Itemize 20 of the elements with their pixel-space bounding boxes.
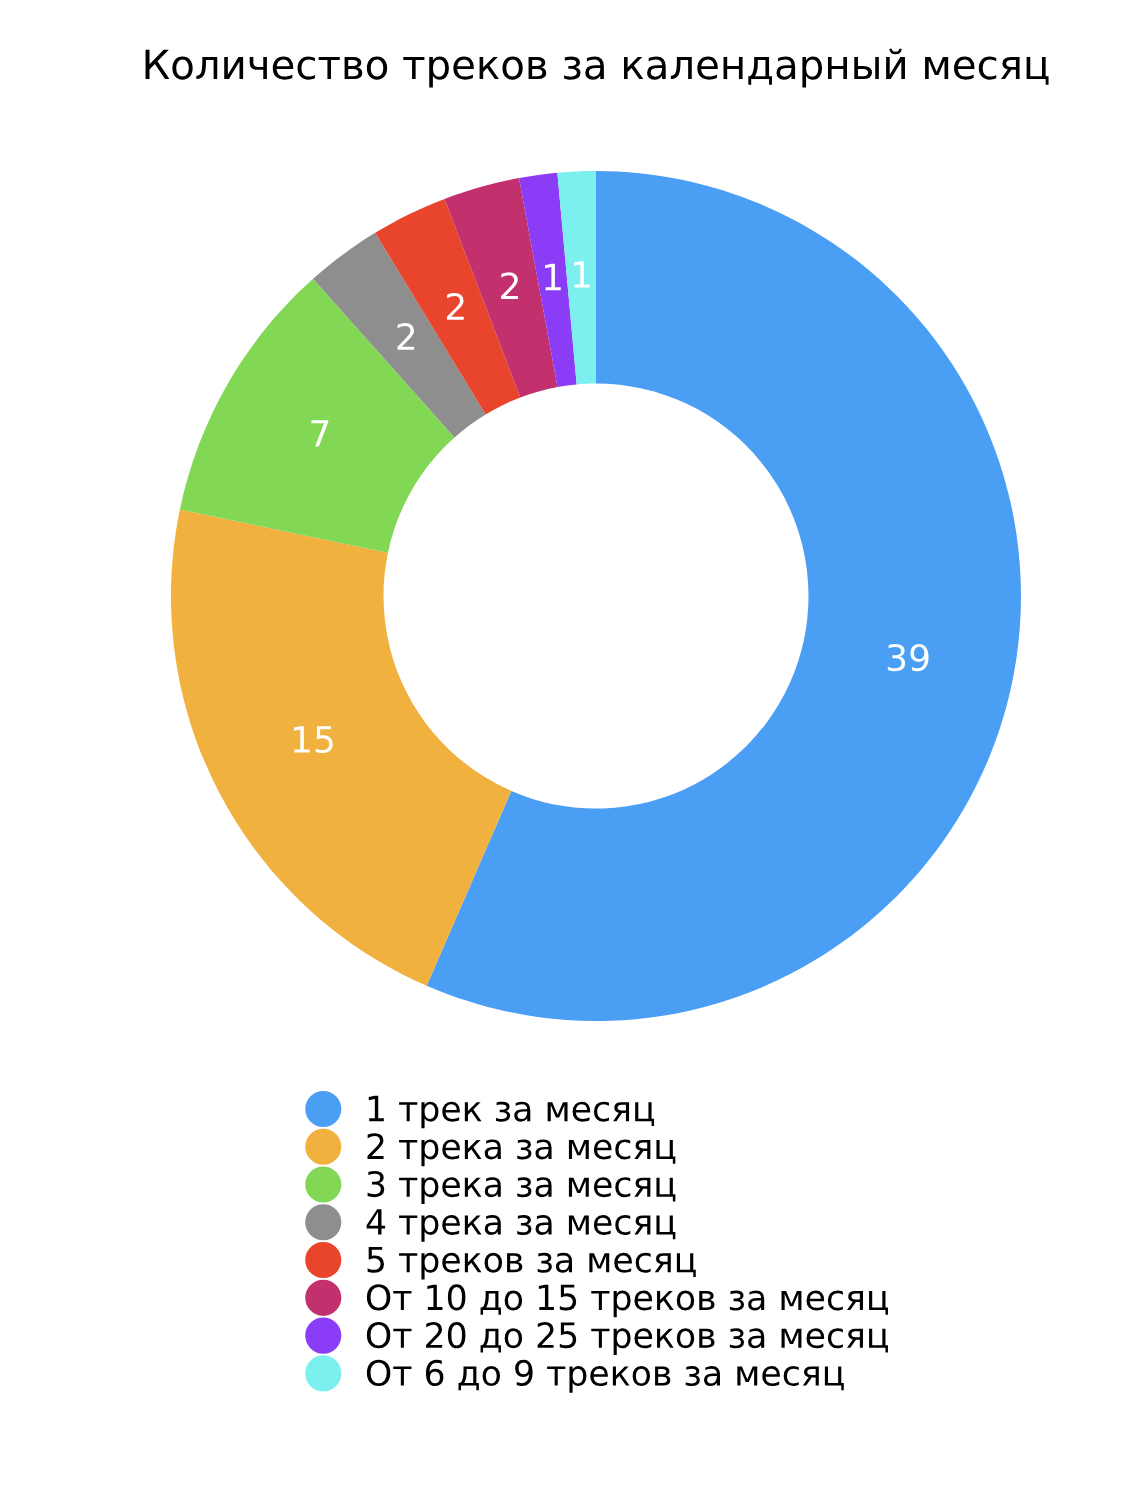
data-label: 2 bbox=[446, 292, 464, 320]
data-label: 39 bbox=[887, 644, 929, 672]
legend-label: 4 трека за месяц bbox=[366, 1209, 676, 1242]
data-label: 15 bbox=[293, 726, 333, 754]
legend-label: От 10 до 15 треков за месяц bbox=[366, 1284, 888, 1318]
donut-slice bbox=[426, 171, 1021, 1021]
data-label: 1 bbox=[545, 263, 561, 291]
legend-label: От 6 до 9 треков за месяц bbox=[366, 1359, 844, 1393]
data-label: 1 bbox=[573, 261, 590, 288]
legend-label: 2 трека за месяц bbox=[367, 1133, 676, 1167]
legend-label: 3 трека за месяц bbox=[367, 1170, 676, 1204]
data-label: 2 bbox=[501, 272, 518, 300]
data-label: 7 bbox=[311, 420, 329, 447]
legend-label: 5 треков за месяц bbox=[367, 1246, 696, 1280]
chart-title: Количество треков за календарный месяц bbox=[145, 48, 1049, 88]
data-label: 2 bbox=[397, 323, 415, 350]
legend-label: 1 трек за месяц bbox=[368, 1095, 655, 1129]
donut-slice bbox=[375, 198, 521, 415]
donut-slice bbox=[171, 509, 512, 986]
legend-label: От 20 до 25 треков за месяц bbox=[366, 1321, 888, 1355]
